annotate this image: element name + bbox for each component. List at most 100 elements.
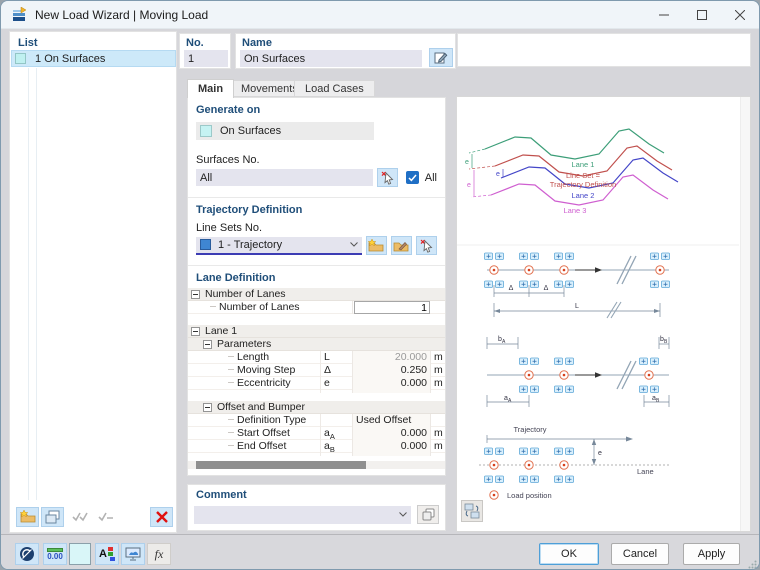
tree-group-offset-and-bumper[interactable]: Offset and Bumper [188, 401, 445, 414]
tab-load-cases[interactable]: Load Cases [294, 80, 375, 97]
surface-color-chip [200, 125, 212, 137]
title-bar: New Load Wizard | Moving Load [1, 1, 759, 29]
delta-label-2: Δ [544, 285, 549, 292]
rendering-button[interactable] [121, 543, 145, 565]
line-sets-dropdown[interactable]: 1 - Trajectory [196, 236, 362, 255]
collapse-icon[interactable] [191, 326, 200, 336]
lane2-polyline [500, 157, 679, 189]
formula-button[interactable]: fx [147, 543, 171, 565]
no-input[interactable] [184, 50, 228, 67]
copy-comment-button[interactable] [417, 505, 439, 524]
line-sets-value: 1 - Trajectory [218, 238, 283, 251]
apply-button[interactable]: Apply [683, 543, 740, 565]
eccentricity-label-green: e [465, 159, 469, 166]
tree-group-parameters[interactable]: Parameters [188, 338, 445, 351]
units-settings-button[interactable]: 0.00 [43, 543, 67, 565]
comment-panel: Comment [187, 484, 446, 531]
aA-dim-base: a [504, 395, 508, 402]
find-button[interactable] [15, 543, 39, 565]
check-icon [408, 174, 417, 182]
scrollbar-thumb[interactable] [196, 461, 366, 469]
close-button[interactable] [721, 1, 759, 29]
uncheck-icon [97, 512, 113, 522]
horizontal-scrollbar[interactable] [188, 461, 445, 469]
trajectory-definition-header: Trajectory Definition [196, 204, 303, 216]
new-line-set-button[interactable] [365, 236, 387, 255]
moving-step-value[interactable]: 0.250 [352, 364, 430, 381]
lane3-polyline [490, 174, 669, 206]
all-surfaces-checkbox[interactable] [406, 171, 419, 184]
list-item[interactable]: 1 On Surfaces [11, 50, 176, 67]
edit-folder-icon [394, 241, 409, 251]
ok-button[interactable]: OK [539, 543, 599, 565]
pick-cursor-icon [381, 171, 394, 185]
pick-line-set-button[interactable] [415, 236, 438, 255]
surfaces-no-input[interactable] [196, 169, 373, 186]
aB-dim-sub: B [656, 398, 660, 404]
check-all-button[interactable] [68, 507, 91, 527]
swap-diagram-button[interactable] [461, 500, 483, 522]
ruler-icon [47, 547, 63, 552]
comment-header: Comment [196, 489, 247, 501]
length-value[interactable]: 20.000 [352, 351, 430, 368]
number-of-lanes-input[interactable] [354, 301, 430, 314]
lane1-polyline [484, 128, 665, 160]
cancel-button[interactable]: Cancel [611, 543, 669, 565]
tree-group-number-of-lanes[interactable]: Number of Lanes [188, 288, 445, 301]
delete-load-button[interactable] [150, 507, 173, 527]
name-input[interactable] [240, 50, 422, 67]
generate-on-type-label: On Surfaces [220, 125, 282, 137]
start-offset-value[interactable]: 0.000 [352, 427, 430, 444]
edit-pencil-icon [434, 52, 448, 64]
line-set-color-chip [200, 239, 211, 250]
eccentricity-value[interactable]: 0.000 [352, 377, 430, 394]
diagram-scroll-strip[interactable] [740, 97, 750, 531]
edit-name-button[interactable] [429, 48, 453, 67]
new-folder-icon [368, 238, 384, 251]
chevron-down-icon [350, 242, 358, 247]
legend-load-position: Load position [507, 491, 552, 500]
monitor-icon [125, 547, 141, 561]
no-card: No. [179, 33, 231, 69]
footer-bar: 0.00 A fx OK Cancel Apply [1, 534, 759, 569]
find-icon [20, 547, 34, 561]
tab-main[interactable]: Main [187, 79, 235, 98]
tree-row-moving-step: Moving Step Δ 0.250 m [188, 364, 445, 381]
maximize-button[interactable] [683, 1, 721, 29]
lineset-label-1: Line Set = [566, 171, 601, 180]
length-dim-label: L [575, 303, 579, 310]
preview-header-box [457, 33, 751, 67]
no-label: No. [186, 37, 204, 49]
collapse-icon[interactable] [203, 339, 212, 349]
tree-group-lane-1[interactable]: Lane 1 [188, 325, 445, 338]
tree-row-number-of-lanes: Number of Lanes [188, 301, 445, 314]
lane-definition-tree: Number of Lanes Number of Lanes Lane 1 P… [188, 288, 445, 457]
definition-type-value[interactable]: Used Offset [352, 414, 430, 427]
new-folder-icon [19, 510, 35, 523]
resize-grip[interactable] [748, 560, 757, 569]
comment-input[interactable] [198, 506, 388, 523]
diagram-panel: Lane 1 Line Set = Trajectory Definition … [456, 96, 751, 532]
collapse-icon[interactable] [191, 289, 200, 299]
edit-line-set-button[interactable] [390, 236, 412, 255]
new-load-button[interactable] [16, 507, 39, 527]
eccentricity-dim-label: e [598, 450, 602, 457]
tree-row-end-offset: End Offset aB 0.000 m [188, 440, 445, 457]
comment-combobox[interactable] [194, 505, 412, 524]
end-offset-value[interactable]: 0.000 [352, 440, 430, 457]
collapse-icon[interactable] [203, 402, 212, 412]
pick-surfaces-button[interactable] [376, 168, 399, 187]
uncheck-all-button[interactable] [94, 507, 117, 527]
surfaces-no-label: Surfaces No. [196, 154, 260, 166]
lineset-label-2: Trajectory Definition [550, 180, 616, 189]
all-checkbox-label: All [424, 171, 437, 184]
delta-label-1: Δ [509, 285, 514, 292]
tree-row-eccentricity: Eccentricity e 0.000 m [188, 377, 445, 394]
generate-on-type[interactable]: On Surfaces [196, 122, 374, 140]
color-swatch-button[interactable] [69, 543, 91, 565]
tree-row-length: Length L 20.000 m [188, 351, 445, 368]
swap-views-icon [464, 503, 480, 519]
copy-load-button[interactable] [41, 507, 64, 527]
display-properties-button[interactable]: A [95, 543, 119, 565]
minimize-button[interactable] [645, 1, 683, 29]
